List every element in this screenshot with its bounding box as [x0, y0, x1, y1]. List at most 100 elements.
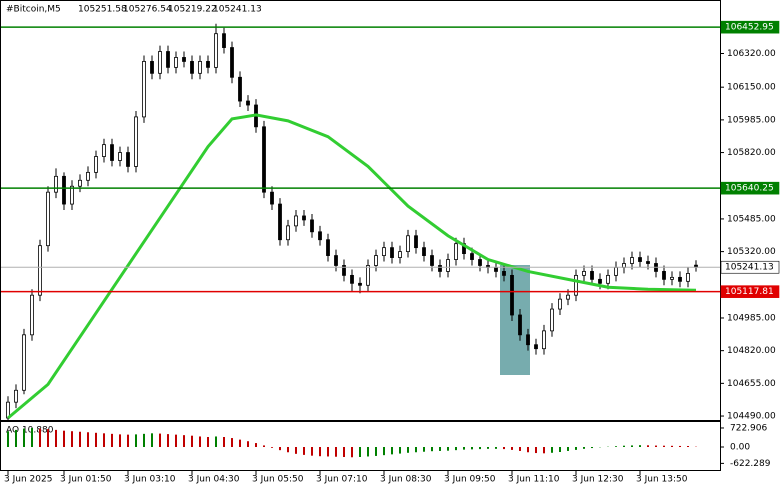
x-tick-label: 3 Jun 13:50 [636, 475, 688, 485]
ao-tick-label: -622.289 [730, 459, 771, 469]
candle-body [182, 57, 186, 62]
y-tick-label: 104655.00 [727, 379, 776, 389]
candle-body [550, 308, 554, 332]
candle-body [262, 126, 266, 193]
candle-body [38, 245, 42, 296]
candle-body [542, 330, 546, 350]
candle-body [214, 33, 218, 68]
y-tick-label: 105485.00 [727, 214, 776, 224]
candle-body [398, 251, 402, 258]
candle-body [470, 253, 474, 260]
candle-body [510, 274, 514, 316]
x-tick-label: 3 Jun 2025 [4, 475, 52, 485]
y-tick-label: 104820.00 [727, 346, 776, 356]
price-level-box [720, 181, 780, 195]
price-level-box [720, 20, 780, 34]
header-price: 105251.58 [78, 5, 127, 15]
candle-body [126, 152, 130, 167]
x-tick-label: 3 Jun 11:10 [508, 475, 560, 485]
candle-body [374, 255, 378, 266]
candle-body [302, 215, 306, 221]
y-tick-label: 105820.00 [727, 148, 776, 158]
price-level-box [720, 285, 780, 298]
candle-body [358, 282, 362, 286]
candle-body [118, 152, 122, 161]
y-tick-label: 105320.00 [727, 247, 776, 257]
candle-body [334, 255, 338, 266]
candle-body [246, 100, 250, 106]
candle-body [438, 265, 442, 272]
candle-body [382, 247, 386, 256]
candle-body [62, 175, 66, 205]
candle-body [86, 171, 90, 181]
candle-body [174, 57, 178, 68]
candle-body [566, 294, 570, 300]
candle-body [238, 76, 242, 102]
candle-body [350, 274, 354, 284]
candle-body [166, 51, 170, 68]
x-tick-label: 3 Jun 04:30 [188, 475, 240, 485]
candle-body [614, 267, 618, 276]
candle-body [102, 144, 106, 157]
candle-body [454, 243, 458, 260]
candle-body [430, 255, 434, 266]
candle-body [158, 51, 162, 74]
x-tick-label: 3 Jun 09:50 [444, 475, 496, 485]
header-price: 105241.13 [213, 5, 262, 15]
x-tick-label: 3 Jun 05:50 [252, 475, 304, 485]
price-level-label: 106452.95 [725, 23, 774, 33]
candle-body [638, 257, 642, 262]
candle-body [278, 203, 282, 241]
y-tick-label: 106320.00 [727, 49, 776, 59]
candle-body [574, 274, 578, 296]
candle-body [678, 276, 682, 282]
candle-body [662, 271, 666, 280]
moving-average [7, 113, 697, 420]
candle-body [414, 235, 418, 249]
candle-body [206, 61, 210, 68]
candle-body [446, 259, 450, 272]
candle-body [150, 61, 154, 74]
ao-tick-label: 722.906 [730, 423, 767, 433]
candle-body [390, 247, 394, 258]
candle-body [22, 334, 26, 391]
candle-body [134, 116, 138, 167]
ao-title: AO 10.880 [6, 426, 54, 436]
ao-tick-label: 0.00 [730, 443, 750, 453]
candle-body [606, 274, 610, 284]
candle-body [230, 47, 234, 78]
candle-body [318, 231, 322, 241]
candle-body [630, 257, 634, 264]
candle-body [670, 276, 674, 280]
candle-body [366, 265, 370, 286]
x-tick-label: 3 Jun 03:10 [124, 475, 176, 485]
candle-body [646, 261, 650, 264]
candle-body [478, 259, 482, 266]
candle-body [326, 239, 330, 256]
candle-body [222, 33, 226, 48]
candle-body [190, 61, 194, 74]
candle-body [406, 235, 410, 253]
candle-body [110, 144, 114, 161]
price-level-label: 105640.25 [725, 184, 774, 194]
candle-body [30, 294, 34, 336]
candle-body [534, 344, 538, 350]
candle-body [54, 175, 58, 193]
y-tick-label: 104985.00 [727, 313, 776, 323]
chart-title: #Bitcoin,M5 [6, 5, 61, 15]
candle-body [46, 191, 50, 247]
candle-body [558, 298, 562, 310]
candle-body [142, 61, 146, 118]
candle-body [526, 334, 530, 346]
candle-body [686, 273, 690, 282]
highlight-zone [500, 265, 530, 375]
x-tick-label: 3 Jun 01:50 [60, 475, 112, 485]
x-tick-label: 3 Jun 07:10 [316, 475, 368, 485]
candle-body [14, 389, 18, 403]
candle-body [598, 278, 602, 284]
price-level-box [720, 260, 780, 274]
header-price: 105219.22 [168, 5, 217, 15]
candle-body [286, 225, 290, 241]
price-level-label: 105117.81 [725, 287, 774, 297]
